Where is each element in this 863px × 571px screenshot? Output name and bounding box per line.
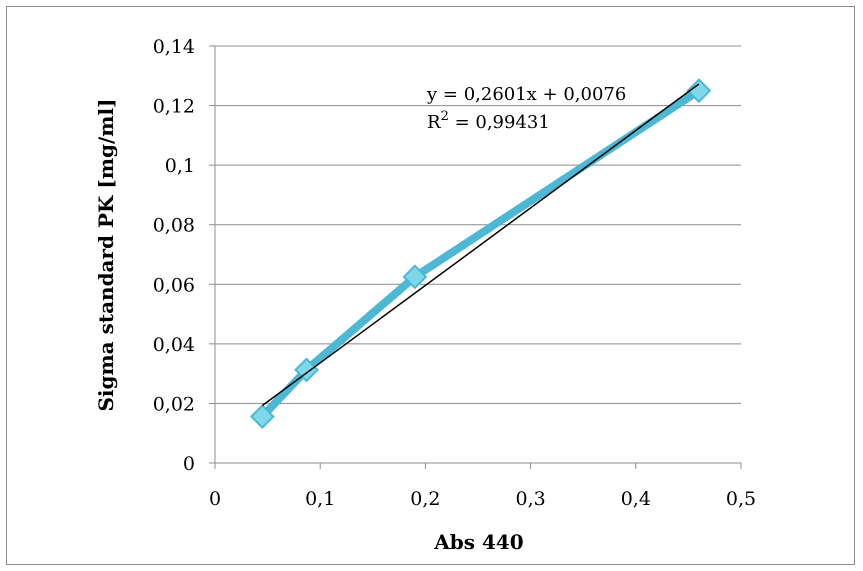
r-squared-label: R2 = 0,99431 bbox=[427, 109, 550, 133]
x-tick-label: 0 bbox=[209, 488, 221, 510]
r-squared-exponent: 2 bbox=[441, 109, 449, 124]
series-line bbox=[258, 86, 703, 421]
data-point-marker bbox=[249, 404, 275, 429]
data-point-marker bbox=[294, 357, 319, 383]
trendline-equation: y = 0,2601x + 0,0076 bbox=[426, 84, 626, 105]
chart-frame bbox=[6, 6, 855, 565]
y-tick-label: 0,14 bbox=[153, 36, 195, 58]
gridlines bbox=[215, 45, 741, 404]
data-point-marker bbox=[686, 78, 712, 104]
x-tick-labels: 0 0,1 0,2 0,3 0,4 0,5 bbox=[209, 488, 756, 510]
y-tick-label: 0,02 bbox=[153, 393, 195, 415]
x-tick-label: 0,5 bbox=[726, 488, 756, 510]
x-axis-title: Abs 440 bbox=[433, 530, 523, 554]
y-tick-label: 0,12 bbox=[153, 96, 195, 118]
y-axis-title: Sigma standard PK [mg/ml] bbox=[94, 98, 118, 411]
axes bbox=[209, 45, 742, 469]
trendline bbox=[261, 83, 700, 407]
data-point-marker bbox=[402, 264, 428, 290]
x-tick-label: 0,1 bbox=[305, 488, 335, 510]
x-tick-label: 0,2 bbox=[410, 488, 440, 510]
r-squared-letter: R bbox=[427, 112, 441, 133]
x-tick-label: 0,3 bbox=[515, 488, 545, 510]
trendline-group bbox=[261, 83, 700, 407]
y-tick-label: 0,06 bbox=[153, 274, 195, 296]
y-tick-label: 0,1 bbox=[165, 155, 195, 177]
y-tick-label: 0,08 bbox=[153, 215, 195, 237]
x-tick-label: 0,4 bbox=[621, 488, 651, 510]
y-tick-labels: 0 0,02 0,04 0,06 0,08 0,1 0,12 0,14 bbox=[153, 36, 195, 475]
data-series bbox=[249, 78, 712, 429]
y-tick-label: 0,04 bbox=[153, 334, 195, 356]
r-squared-value: = 0,99431 bbox=[449, 112, 550, 133]
y-tick-label: 0 bbox=[183, 453, 195, 475]
